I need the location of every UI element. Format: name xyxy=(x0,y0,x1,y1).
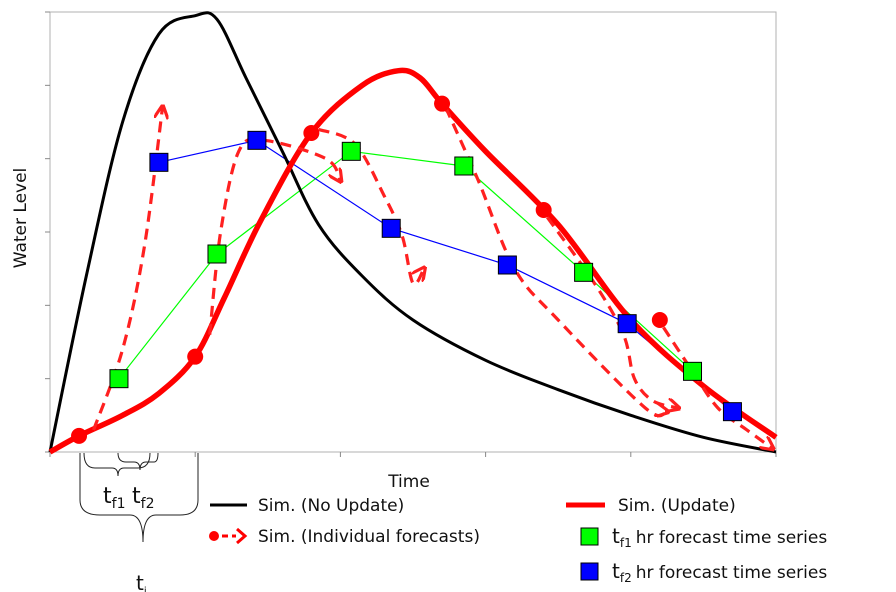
update-point-1 xyxy=(71,427,88,444)
legend-individual-label: Sim. (Individual forecasts) xyxy=(258,527,480,547)
tf1-marker-3 xyxy=(341,141,361,161)
tf2-marker-4 xyxy=(497,255,517,275)
label-ti: ti xyxy=(136,571,147,592)
update-point-3 xyxy=(303,125,320,141)
tf2-marker-2 xyxy=(247,130,267,150)
legend-tf2-swatch xyxy=(580,562,599,581)
brace-ti xyxy=(79,453,199,543)
update-line xyxy=(48,67,778,455)
tf1-marker-2 xyxy=(207,244,227,264)
individual-forecast-6 xyxy=(662,326,772,448)
brace-tf2 xyxy=(117,452,159,471)
tf1-marker-5 xyxy=(574,262,594,282)
time-braces xyxy=(79,452,199,543)
update-point-6 xyxy=(651,312,668,328)
plot-area xyxy=(48,11,778,455)
tf2-marker-6 xyxy=(722,402,742,422)
legend-tf2-label: tf2 hr forecast time series xyxy=(612,559,827,585)
tf2-marker-1 xyxy=(149,152,169,172)
update-point-4 xyxy=(434,95,451,112)
y-axis-label: Water Level xyxy=(11,168,31,269)
individual-forecast-3 xyxy=(318,127,424,286)
plot-frame xyxy=(49,11,777,453)
legend-individual-dot xyxy=(209,531,219,541)
legend-update-label: Sim. (Update) xyxy=(618,496,736,516)
brace-tf1 xyxy=(83,452,151,477)
individual-forecast-4 xyxy=(444,106,667,415)
individual-forecast-2 xyxy=(208,137,341,335)
tf1-marker-1 xyxy=(109,369,129,389)
update-point-2 xyxy=(187,348,204,365)
legend-individual-arrow-icon xyxy=(236,527,248,545)
tf2-marker-3 xyxy=(381,218,401,238)
tf1-marker-6 xyxy=(683,361,703,381)
tf2-marker-5 xyxy=(617,314,637,334)
label-tf1: tf1 xyxy=(103,484,125,512)
legend: Sim. (No Update) Sim. (Update) Sim. (Ind… xyxy=(209,496,827,585)
tf1-marker-4 xyxy=(454,156,474,176)
tf1-series-line xyxy=(118,150,693,380)
label-tf2: tf2 xyxy=(132,484,154,512)
no-update-line xyxy=(48,11,777,454)
update-point-5 xyxy=(535,202,552,218)
axes xyxy=(45,11,777,457)
legend-tf1-label: tf1 hr forecast time series xyxy=(612,524,827,550)
x-axis-label: Time xyxy=(387,472,430,492)
legend-tf1-swatch xyxy=(580,527,599,546)
legend-no-update-label: Sim. (No Update) xyxy=(258,496,404,516)
tf2-series-line xyxy=(158,139,733,413)
